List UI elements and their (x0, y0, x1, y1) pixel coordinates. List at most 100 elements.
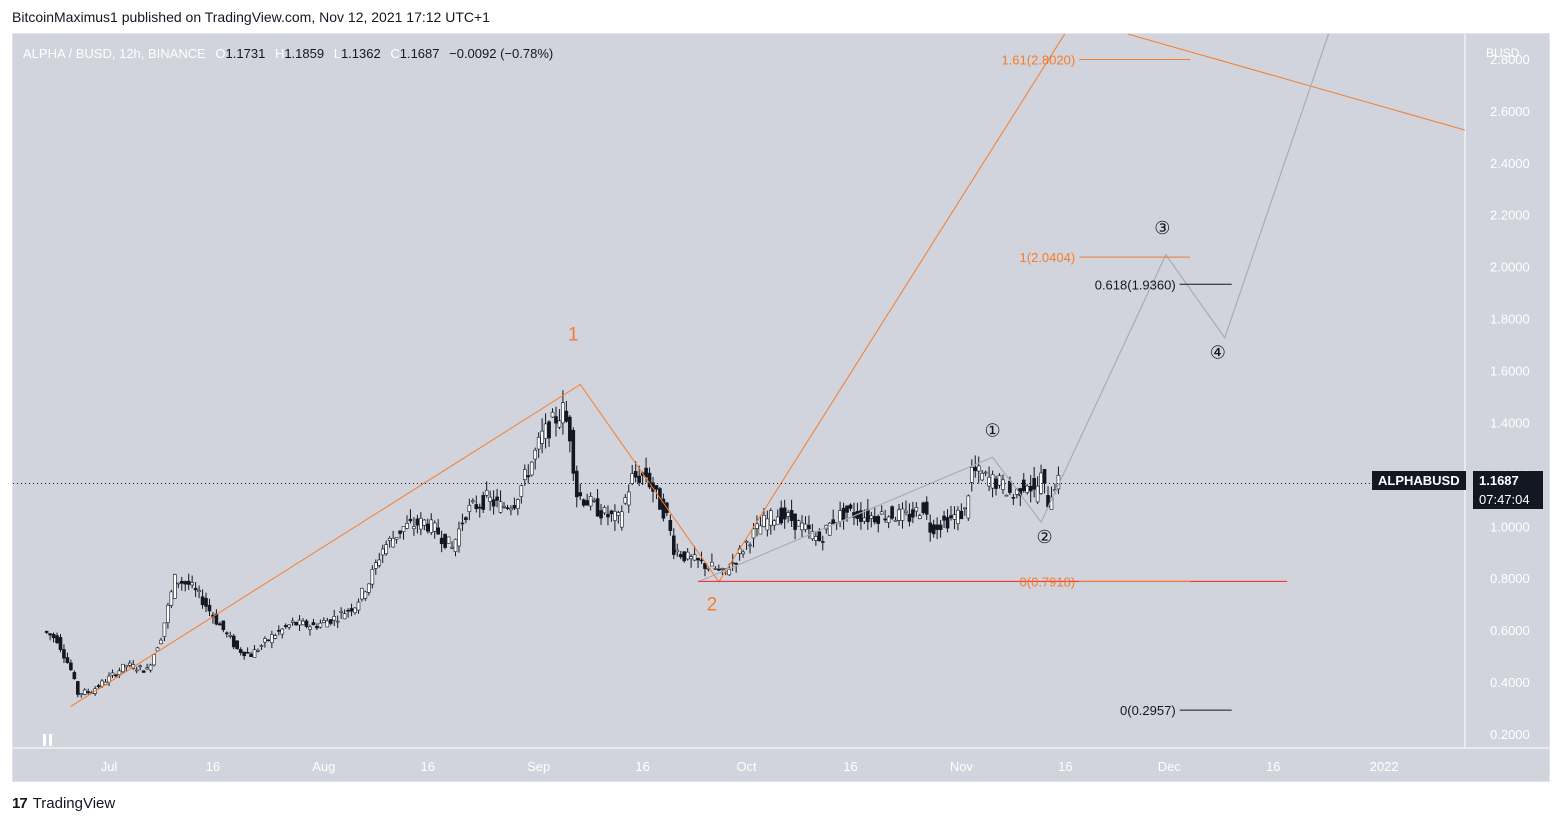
candle-body (439, 537, 444, 545)
candle-body (505, 507, 510, 509)
candle-body (256, 650, 260, 652)
candle-body (276, 630, 281, 632)
candle-body (959, 510, 964, 520)
candle-body (322, 620, 326, 623)
candle-body (509, 508, 513, 511)
candle-body (692, 554, 697, 561)
candle-body (879, 511, 884, 515)
candle-body (342, 613, 347, 620)
candle-body (186, 580, 191, 585)
candle-body (630, 473, 635, 484)
candle-body (405, 523, 409, 529)
candle-body (242, 651, 246, 657)
candle-body (58, 637, 63, 650)
candle-body (945, 517, 950, 529)
legend-low: 1.1362 (340, 46, 381, 61)
candle-body (897, 509, 901, 521)
candle-body (550, 411, 555, 418)
candle-body (876, 516, 881, 524)
candle-body (190, 582, 194, 586)
candle-body (769, 510, 773, 526)
candle-body (346, 610, 350, 612)
candle-body (585, 500, 589, 506)
legend-symbol: ALPHA / BUSD, 12h, BINANCE (23, 46, 206, 61)
candle-body (315, 626, 319, 629)
candle-body (983, 471, 988, 474)
candle-body (134, 669, 139, 672)
candle-body (408, 518, 413, 522)
candle-body (166, 604, 170, 623)
candle-body (432, 522, 437, 532)
x-tick-label: 16 (421, 759, 435, 774)
candle-body (571, 429, 576, 474)
candle-body (266, 639, 271, 642)
plot-background (13, 34, 1465, 748)
candle-body (367, 583, 371, 593)
chart-area[interactable]: 2.8000 2.6000 2.4000 2.2000 2.0000 1.8000 1.60… (12, 33, 1550, 782)
candle-body (956, 509, 960, 524)
legend-l-key: L (333, 46, 341, 61)
candle-body (710, 561, 714, 567)
candle-body (644, 467, 648, 478)
candle-body (872, 516, 877, 523)
candle-body (512, 505, 517, 509)
candle-body (474, 504, 479, 509)
candle-body (1042, 468, 1047, 484)
candle-body (699, 559, 704, 562)
candle-body (990, 474, 995, 489)
candle-body (651, 482, 655, 492)
candle-body (467, 504, 472, 512)
candle-body (914, 507, 919, 512)
candle-body (574, 470, 579, 498)
fib-level-label: 0(0.2957) (1120, 703, 1176, 718)
candle-body (869, 515, 874, 519)
candle-body (197, 590, 201, 592)
candle-body (973, 466, 978, 472)
candle-body (419, 517, 423, 530)
candle-body (592, 499, 596, 502)
candle-body (415, 518, 420, 526)
candle-body (48, 633, 52, 636)
time-axis-background (13, 748, 1549, 781)
candle-body (72, 672, 77, 680)
x-tick-label: 16 (1266, 759, 1280, 774)
candle-body (55, 635, 59, 644)
candle-body (935, 524, 939, 530)
legend-h-key: H (274, 46, 285, 61)
candle-body (69, 662, 73, 671)
candle-body (311, 622, 316, 626)
candle-body (1011, 497, 1016, 499)
candle-body (252, 649, 257, 658)
candle-body (86, 691, 91, 693)
candle-body (283, 625, 288, 627)
circled-wave-label: ② (1036, 527, 1052, 547)
candle-body (976, 465, 981, 472)
candle-body (807, 524, 811, 530)
candle-body (259, 645, 264, 647)
candle-body (176, 582, 181, 585)
candle-body (786, 512, 790, 517)
candle-body (398, 530, 402, 534)
candle-body (554, 416, 558, 424)
candle-body (820, 541, 825, 543)
candle-body (886, 516, 891, 523)
footer-brand: TradingView (32, 795, 116, 812)
symbol-tag: ALPHABUSD (1372, 471, 1466, 490)
candle-body (689, 556, 693, 560)
candle-body (76, 681, 80, 695)
candle-body (148, 664, 153, 671)
candle-body (782, 507, 787, 520)
candle-body (349, 608, 354, 612)
candle-body (325, 620, 330, 628)
candle-body (377, 559, 382, 566)
candle-body (159, 639, 163, 645)
pause-icon (43, 734, 46, 746)
candle-body (827, 522, 832, 536)
candle-body (79, 693, 84, 695)
candle-body (963, 507, 967, 510)
candle-body (145, 667, 149, 670)
candle-body (775, 516, 780, 525)
candle-body (1008, 480, 1012, 493)
candle-body (907, 513, 912, 522)
candle-body (502, 505, 506, 508)
